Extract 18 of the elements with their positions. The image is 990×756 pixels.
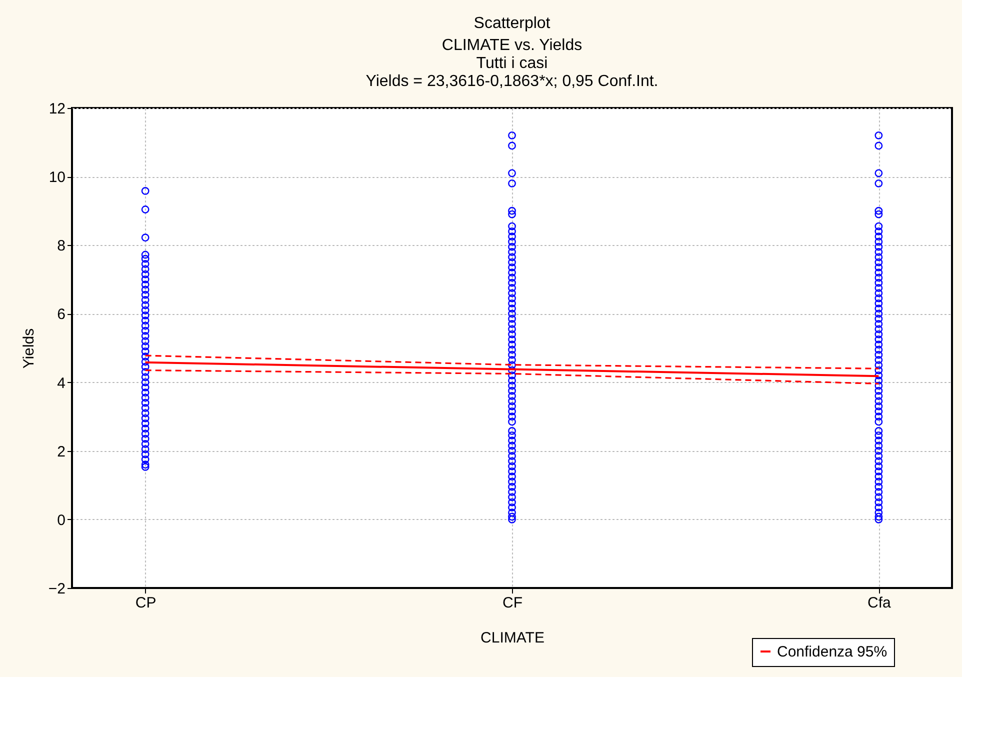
chart-title: Scatterplot [474, 15, 551, 32]
x-tick-label: CP [135, 594, 156, 612]
y-axis-title: Yields [20, 328, 38, 369]
y-tick-label: 6 [57, 306, 66, 324]
y-tick-label: 10 [48, 169, 66, 186]
y-tick-label: 12 [48, 100, 66, 118]
x-tick-label: Cfa [867, 594, 892, 612]
y-tick-label: −2 [48, 580, 66, 598]
x-axis-title: CLIMATE [480, 630, 544, 646]
text: Tutti i casi [476, 55, 548, 72]
y-tick-label: 2 [57, 443, 66, 460]
legend-label: Confidenza 95% [777, 644, 888, 660]
y-tick-label: 0 [57, 512, 66, 529]
x-tick-label: CF [502, 594, 522, 612]
y-tick-label: 8 [57, 238, 66, 255]
y-tick-label: 4 [57, 374, 66, 392]
chart-subtitle: CLIMATE vs. Yields [442, 37, 582, 54]
text: Yields = 23,3616-0,1863*x; 0,95 Conf.Int. [366, 73, 658, 90]
